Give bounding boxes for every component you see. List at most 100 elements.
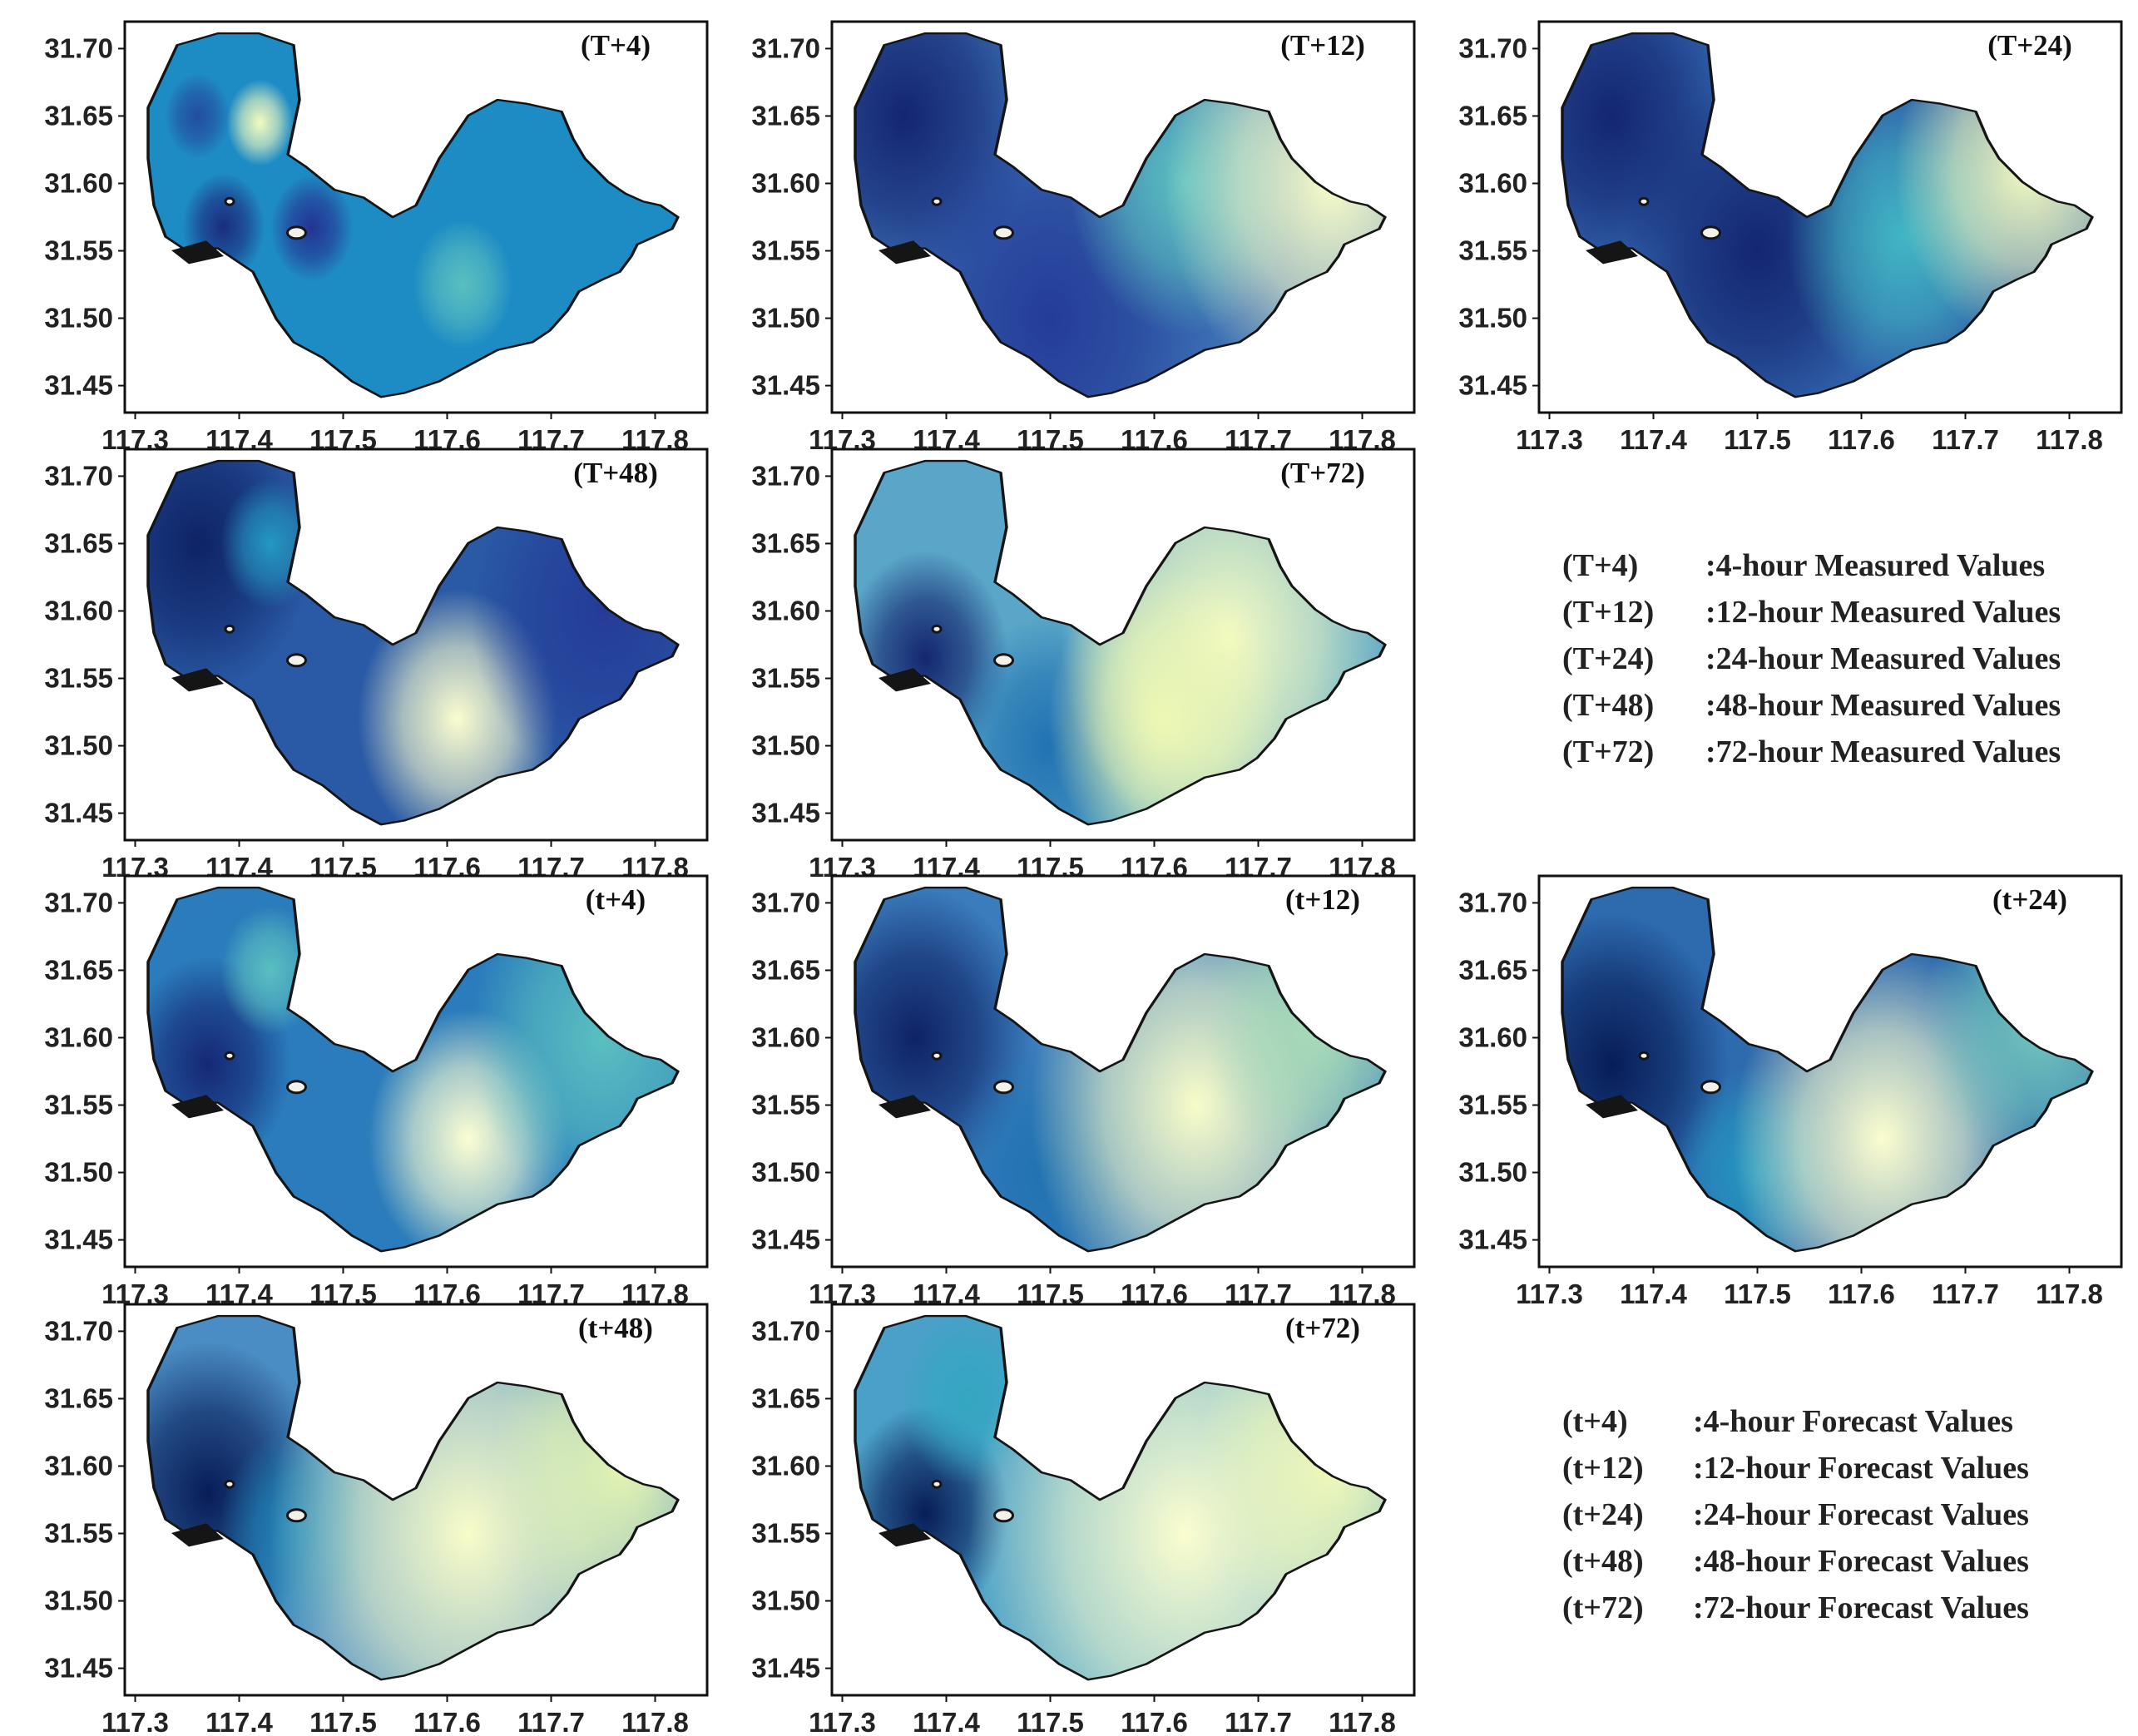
concentration-spot [220, 905, 320, 1036]
y-tick-label: 31.70 [751, 460, 820, 491]
y-tick-label: 31.45 [1458, 370, 1527, 401]
island [1700, 1080, 1721, 1095]
x-tick-label: 117.6 [1121, 852, 1188, 883]
shore-spit [1586, 240, 1638, 265]
y-tick-label: 31.50 [44, 303, 113, 334]
y-tick-label: 31.60 [44, 1021, 113, 1052]
shore-spit [171, 668, 224, 692]
y-tick-label: 31.65 [44, 954, 113, 985]
x-tick-label: 117.4 [1620, 1279, 1687, 1309]
concentration-spot [1048, 567, 1281, 825]
panel-title: (T+12) [1280, 29, 1365, 62]
small-island [931, 624, 943, 634]
y-tick-label: 31.45 [751, 1653, 820, 1684]
legend-description: :48-hour Forecast Values [1693, 1544, 2029, 1579]
y-tick-label: 31.60 [1458, 1021, 1527, 1052]
x-tick-label: 117.3 [101, 1707, 169, 1736]
panel-title: (T+24) [1987, 29, 2072, 62]
y-tick-label: 31.70 [44, 1315, 113, 1346]
x-tick-label: 117.3 [809, 1707, 876, 1736]
y-tick-label: 31.60 [751, 1021, 820, 1052]
y-tick-label: 31.45 [751, 1224, 820, 1255]
concentration-spot [226, 79, 294, 166]
panel-frame [1537, 874, 2123, 1269]
lake-fill [148, 888, 679, 1252]
map-panel-t72: (t+72) 31.70 31.65 31.60 31.55 31.50 31.45 117.… [751, 1253, 1464, 1736]
shore-spit [171, 240, 224, 265]
x-tick-label: 117.4 [205, 852, 273, 883]
y-tick-label: 31.70 [1458, 32, 1527, 63]
y-tick-label: 31.45 [44, 1224, 113, 1255]
island [993, 653, 1014, 668]
shore-spit [1586, 1095, 1638, 1119]
concentration-spot [220, 478, 320, 609]
lake-fill [148, 1316, 679, 1680]
shore-spit [171, 1095, 224, 1119]
small-island [931, 1479, 943, 1489]
y-tick-label: 31.65 [751, 100, 820, 131]
x-tick-label: 117.7 [1932, 424, 1999, 455]
y-tick-label: 31.45 [751, 798, 820, 828]
y-tick-label: 31.60 [751, 1450, 820, 1481]
legend-measured: (T+4):4-hour Measured Values (T+12):12-ho… [1562, 548, 2061, 769]
y-tick-label: 31.70 [751, 32, 820, 63]
x-tick-label: 117.6 [413, 1707, 481, 1736]
y-tick-label: 31.70 [751, 887, 820, 917]
y-tick-label: 31.50 [44, 1585, 113, 1616]
lake-fill [855, 461, 1386, 825]
legend-description: :24-hour Measured Values [1705, 641, 2061, 676]
y-tick-label: 31.70 [44, 32, 113, 63]
map-panel-t12: (t+12)31.7031.6531.6031.5531.5031.45117.… [751, 873, 1437, 1321]
x-tick-label: 117.8 [1329, 1707, 1396, 1736]
panel-title: (T+48) [573, 457, 658, 489]
y-tick-label: 31.45 [44, 1653, 113, 1684]
y-tick-label: 31.55 [44, 235, 113, 266]
x-tick-label: 117.8 [1329, 852, 1396, 883]
panel-frame [123, 448, 709, 842]
x-tick-label: 117.3 [809, 852, 876, 883]
small-island [224, 1479, 235, 1489]
x-tick-label: 117.3 [101, 852, 169, 883]
y-tick-label: 31.50 [1458, 1157, 1527, 1188]
shore-spit [878, 1523, 931, 1547]
y-tick-label: 31.55 [44, 1518, 113, 1549]
y-tick-label: 31.50 [751, 303, 820, 334]
x-tick-label: 117.6 [1121, 1707, 1188, 1736]
x-tick-label: 117.6 [1828, 1279, 1895, 1309]
legend-key: (T+4) [1562, 548, 1638, 583]
legend-key: (T+24) [1562, 641, 1654, 676]
island [993, 1508, 1014, 1523]
panel-title: (T+4) [581, 29, 651, 62]
small-island [1638, 196, 1650, 206]
y-tick-label: 31.45 [1458, 1224, 1527, 1255]
small-island [931, 1051, 943, 1061]
panel-frame [830, 448, 1416, 842]
legend-key: (t+12) [1562, 1451, 1644, 1486]
y-tick-label: 31.70 [44, 460, 113, 491]
legend-key: (t+4) [1562, 1404, 1628, 1439]
x-tick-label: 117.5 [1724, 1279, 1791, 1309]
lake-fill [855, 888, 1386, 1252]
panel-title: (t+24) [1992, 883, 2067, 916]
y-tick-label: 31.50 [44, 730, 113, 761]
y-tick-label: 31.55 [1458, 1090, 1527, 1120]
x-tick-label: 117.7 [517, 852, 585, 883]
island [286, 653, 307, 668]
island [993, 225, 1014, 240]
x-tick-label: 117.4 [913, 852, 980, 883]
legend-description: :12-hour Forecast Values [1693, 1451, 2029, 1486]
legend-key: (T+48) [1562, 688, 1654, 723]
concentration-spot [181, 172, 265, 281]
panel-frame [123, 1303, 709, 1697]
legend-description: :4-hour Forecast Values [1693, 1404, 2013, 1439]
legend-description: :72-hour Forecast Values [1693, 1590, 2029, 1625]
x-tick-label: 117.6 [413, 852, 481, 883]
legend-key: (t+48) [1562, 1544, 1644, 1579]
legend-key: (T+72) [1562, 734, 1654, 769]
x-tick-label: 117.8 [621, 1707, 689, 1736]
y-tick-label: 31.70 [44, 887, 113, 917]
y-tick-label: 31.55 [751, 235, 820, 266]
panel-title: (t+48) [578, 1312, 653, 1344]
y-tick-label: 31.60 [44, 595, 113, 626]
